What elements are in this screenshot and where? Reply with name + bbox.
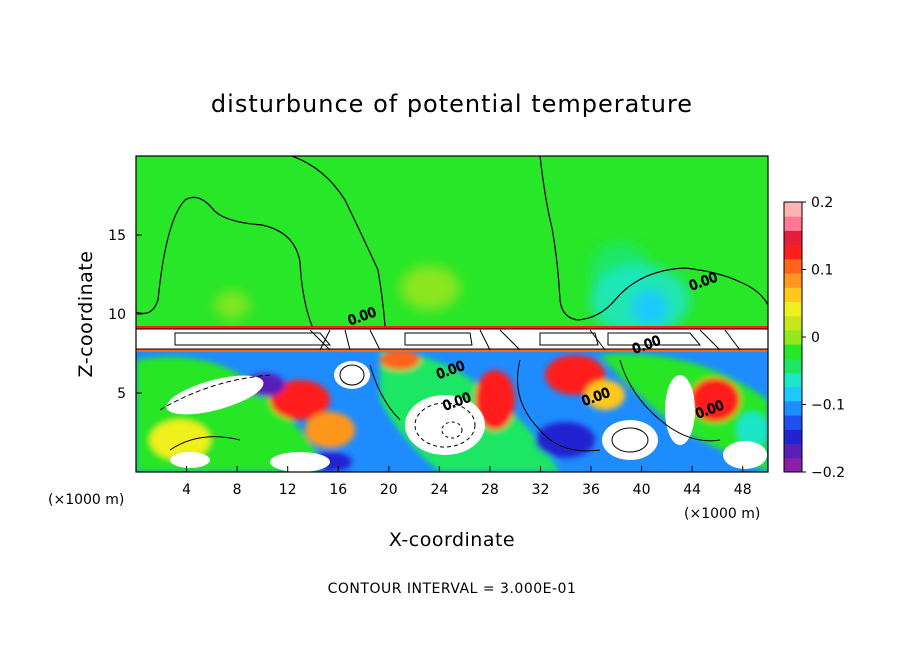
colorbar-segment	[784, 287, 802, 302]
colorbar-segment	[784, 329, 802, 345]
lower-region	[136, 350, 768, 472]
x-axis-label: X-coordinate	[389, 529, 515, 551]
colorbar-segment	[784, 457, 802, 473]
x-ticks: 4 8 12 16 20 24 28 32 36 40 44 48	[182, 466, 752, 498]
x-tick-label: 28	[481, 482, 499, 498]
x-tick-label: 16	[329, 482, 347, 498]
upper-anomalies	[214, 242, 690, 335]
x-unit-left: (×1000 m)	[48, 492, 124, 508]
x-tick-label: 8	[233, 482, 242, 498]
colorbar-tick-label: −0.1	[811, 398, 845, 414]
x-tick-label: 32	[532, 482, 550, 498]
colorbar-segment	[784, 273, 802, 288]
y-tick-label: 10	[108, 307, 126, 323]
chart-title: disturbunce of potential temperature	[211, 90, 693, 118]
colorbar-segment	[784, 202, 802, 217]
colorbar-segment	[784, 301, 802, 317]
colorbar-segment	[784, 429, 802, 445]
x-tick-label: 44	[683, 482, 701, 498]
colorbar-tick-label: 0.1	[811, 263, 833, 279]
colorbar-segment	[784, 344, 802, 359]
plot-area: 0.000.000.00 0.000.000.000.00	[136, 156, 768, 472]
boundary-layer	[136, 326, 768, 352]
colorbar-segment	[784, 372, 802, 388]
colorbar-segment	[784, 443, 802, 459]
colorbar-tick-label: 0	[811, 330, 820, 346]
colorbar-segment	[784, 358, 802, 374]
colorbar-tick-label: −0.2	[811, 465, 845, 481]
contour-interval-note: CONTOUR INTERVAL = 3.000E-01	[328, 581, 577, 597]
colorbar-segment	[784, 216, 802, 231]
colorbar-segment	[784, 258, 802, 274]
x-tick-label: 40	[633, 482, 651, 498]
x-tick-label: 20	[380, 482, 398, 498]
y-ticks: 5 10 15	[108, 228, 142, 402]
x-unit-right: (×1000 m)	[684, 506, 760, 522]
colorbar-segment	[784, 315, 802, 331]
y-tick-label: 5	[117, 386, 126, 402]
upper-contours	[136, 156, 768, 327]
lower-contours	[159, 359, 721, 453]
colorbar-segment	[784, 386, 802, 402]
y-axis-label: Z-coordinate	[75, 251, 97, 378]
colorbar-tick-label: 0.2	[811, 195, 833, 211]
x-tick-label: 12	[279, 482, 297, 498]
x-tick-label: 24	[430, 482, 448, 498]
x-tick-label: 36	[582, 482, 600, 498]
y-tick-label: 15	[108, 228, 126, 244]
colorbar-segment	[784, 415, 802, 430]
colorbar-segment	[784, 230, 802, 246]
x-tick-label: 4	[182, 482, 191, 498]
colorbar-segment	[784, 400, 802, 416]
colorbar: 0.2 0.1 0 −0.1 −0.2	[783, 195, 845, 481]
colorbar-segment	[784, 244, 802, 260]
x-tick-label: 48	[734, 482, 752, 498]
